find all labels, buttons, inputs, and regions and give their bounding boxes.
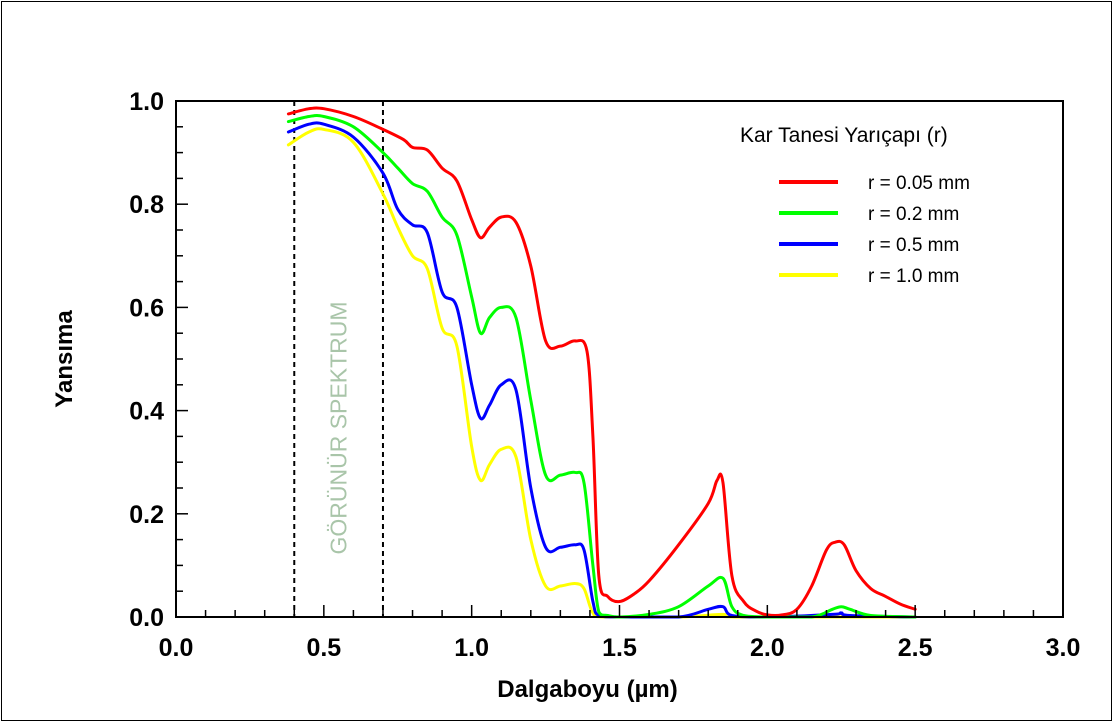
x-tick-label: 2.0 [750, 634, 785, 662]
x-tick-label: 3.0 [1046, 634, 1081, 662]
y-tick-label: 0.8 [129, 191, 164, 219]
axis-tick-labels: 0.0 0.5 1.0 1.5 2.0 2.5 3.0 0.0 0.2 0.4 0.6 0.8 1.0 [129, 88, 1080, 662]
series-line-2 [286, 121, 917, 619]
x-axis-title: Dalgaboyu (µm) [497, 676, 678, 703]
legend-label: r = 0.5 mm [868, 235, 959, 256]
y-tick-label: 0.6 [129, 294, 164, 322]
x-tick-label: 1.5 [602, 634, 637, 662]
series-line-0 [286, 106, 917, 618]
y-axis-title: Yansıma [51, 310, 78, 408]
x-tick-label: 2.5 [898, 634, 933, 662]
legend: Kar Tanesi Yarıçapı (r) r = 0.05 mm r = 0… [740, 124, 970, 287]
x-tick-label: 0.5 [306, 634, 341, 662]
visible-spectrum-label: GÖRÜNÜR SPEKTRUM [326, 301, 352, 554]
visible-spectrum-lines [293, 101, 384, 617]
y-tick-label: 0.4 [129, 398, 164, 426]
x-tick-label: 0.0 [159, 634, 194, 662]
legend-label: r = 0.2 mm [868, 204, 959, 225]
x-tick-label: 1.0 [454, 634, 489, 662]
series-lines [286, 106, 917, 619]
legend-label: r = 0.05 mm [868, 173, 970, 194]
legend-label: r = 1.0 mm [868, 266, 959, 287]
axis-ticks [175, 100, 1064, 618]
legend-title: Kar Tanesi Yarıçapı (r) [740, 124, 948, 147]
y-tick-label: 0.0 [129, 604, 164, 632]
y-tick-label: 0.2 [129, 501, 164, 529]
y-tick-label: 1.0 [129, 88, 164, 116]
